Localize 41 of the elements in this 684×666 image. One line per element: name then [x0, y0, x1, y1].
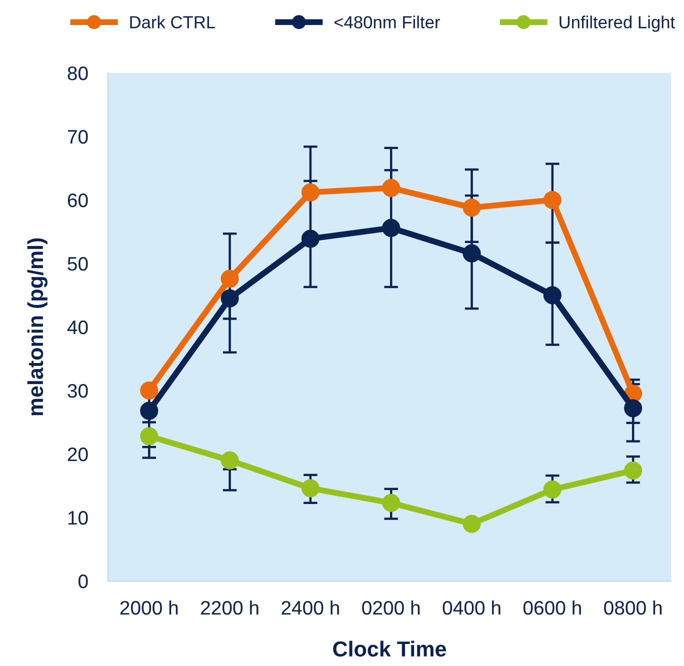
y-tick-label: 70	[68, 130, 88, 144]
point	[140, 427, 158, 446]
point	[462, 514, 481, 533]
y-tick-label: 60	[68, 193, 88, 208]
point	[462, 198, 481, 217]
legend-label: Dark CTRL	[130, 16, 216, 28]
x-tick-label: 0600 h	[523, 600, 581, 615]
x-tick-label: 0400 h	[442, 600, 500, 615]
point	[140, 402, 158, 420]
y-tick-label: 40	[67, 320, 88, 334]
point	[624, 461, 642, 480]
point	[220, 289, 239, 308]
y-axis-title: melatonin (pg/ml)	[27, 238, 48, 416]
point	[624, 399, 642, 418]
y-tick-label: 20	[68, 447, 88, 462]
point	[220, 451, 239, 470]
y-tick-label: 80	[68, 66, 88, 80]
x-tick-label: 2000 h	[120, 600, 178, 615]
point	[220, 270, 239, 288]
y-tick-label: 30	[68, 384, 88, 398]
x-tick-label: 2400 h	[282, 600, 339, 615]
y-tick-label: 50	[68, 256, 88, 271]
y-tick-label: 0	[78, 574, 88, 588]
point	[301, 479, 320, 498]
point	[301, 183, 320, 202]
y-tick-label: 10	[68, 510, 88, 525]
x-tick-label: 0200 h	[362, 600, 420, 615]
point	[382, 494, 400, 512]
legend-label: Unfiltered Light	[560, 16, 675, 32]
point	[462, 244, 481, 262]
x-tick-label: 0800 h	[604, 600, 662, 615]
point	[301, 230, 320, 248]
point	[543, 286, 562, 304]
point	[382, 218, 400, 237]
point	[543, 190, 562, 210]
legend-label: <480nm Filter	[334, 16, 440, 28]
point	[543, 480, 562, 499]
point	[382, 178, 400, 197]
x-tick-label: 2200 h	[201, 600, 258, 615]
x-axis-title: Clock Time	[333, 640, 446, 657]
point	[140, 381, 158, 400]
